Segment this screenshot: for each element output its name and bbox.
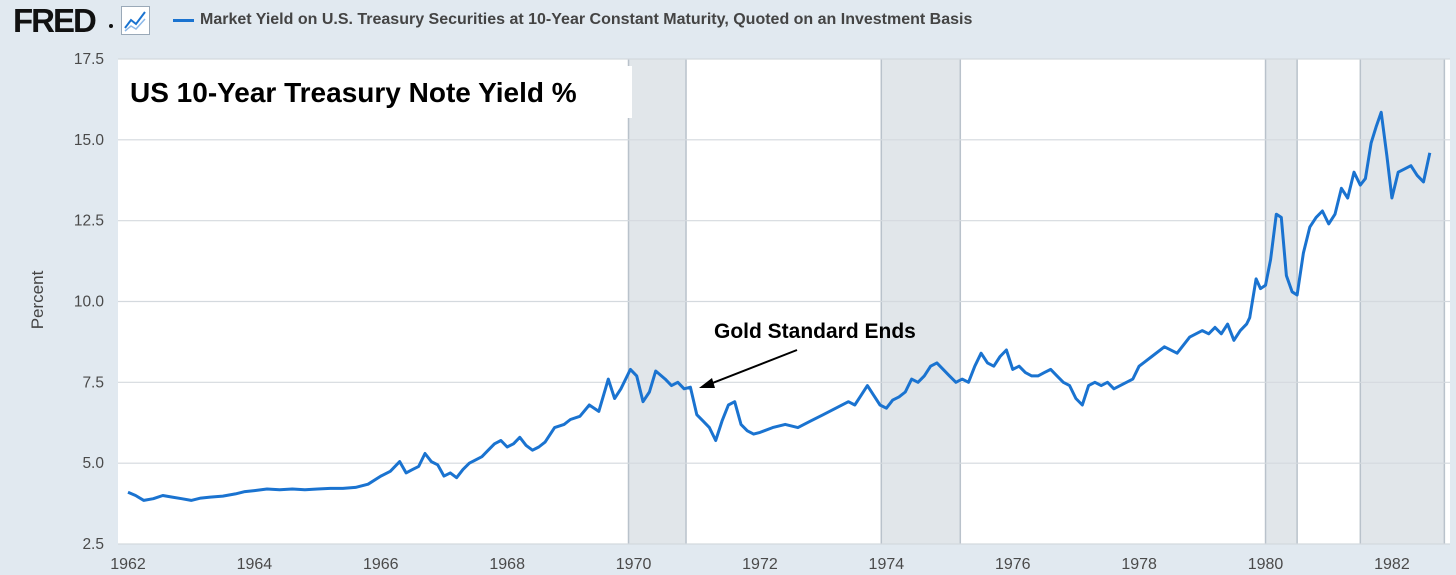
- y-tick-label: 10.0: [74, 294, 105, 311]
- chart-title: US 10-Year Treasury Note Yield %: [130, 77, 577, 108]
- x-tick-label: 1964: [237, 556, 273, 573]
- y-tick-label: 15.0: [74, 132, 105, 149]
- fred-header: FRED Market Yield on U.S. Treasury Secur…: [0, 0, 1456, 42]
- legend-series-swatch: [173, 19, 194, 22]
- series-lines: [127, 110, 1432, 502]
- y-tick-label: 12.5: [74, 213, 104, 230]
- y-tick-label: 17.5: [74, 51, 104, 68]
- x-axis-ticks: 1962 1964 1966 1968 1970 1972 1974 1976 1978 1980…: [110, 556, 1410, 573]
- x-tick-label: 1962: [110, 556, 146, 573]
- x-tick-label: 1968: [489, 556, 525, 573]
- x-tick-label: 1970: [616, 556, 652, 573]
- x-tick-label: 1972: [742, 556, 778, 573]
- fred-logo-dot: [109, 24, 113, 28]
- y-tick-label: 2.5: [82, 536, 104, 553]
- graph-icon[interactable]: [121, 6, 150, 35]
- annotation-arrow: [699, 349, 798, 388]
- x-tick-label: 1976: [995, 556, 1031, 573]
- y-axis-ticks: 2.5 5.0 7.5 10.0 12.5 15.0 17.5: [74, 51, 105, 553]
- series-line-0: [127, 110, 1432, 502]
- x-tick-label: 1982: [1374, 556, 1410, 573]
- legend-series-title[interactable]: Market Yield on U.S. Treasury Securities…: [200, 11, 973, 28]
- gridlines: [118, 58, 1450, 545]
- annotation-gold-standard: Gold Standard Ends: [714, 320, 916, 343]
- x-tick-label: 1966: [363, 556, 399, 573]
- x-tick-label: 1974: [869, 556, 905, 573]
- title-background: [124, 66, 632, 118]
- x-tick-label: 1978: [1121, 556, 1157, 573]
- fred-logo[interactable]: FRED: [13, 2, 97, 39]
- y-axis-label: Percent: [28, 270, 47, 329]
- y-tick-label: 5.0: [82, 455, 104, 472]
- x-tick-label: 1980: [1248, 556, 1284, 573]
- y-tick-label: 7.5: [82, 374, 104, 391]
